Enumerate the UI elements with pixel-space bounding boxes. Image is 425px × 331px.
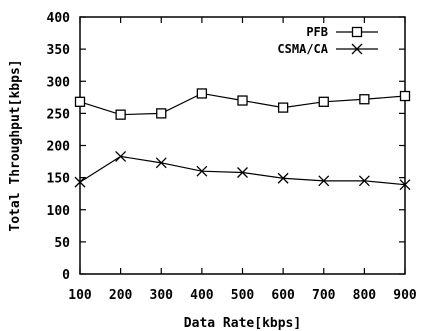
legend-marker-pfb [351,26,363,38]
series-pfb [74,88,411,120]
y-tick-label: 250 [47,107,71,122]
x-tick-label: 400 [190,288,214,303]
y-tick-label: 300 [47,75,71,90]
y-tick-label: 200 [47,140,71,155]
x-axis-label: Data Rate[kbps] [184,316,301,331]
data-point-csma-ca [237,167,248,178]
data-point-pfb [74,96,86,107]
data-point-csma-ca [155,157,167,169]
data-point-pfb [277,102,289,113]
y-tick-label: 0 [62,268,70,283]
y-axis-label: Total Throughput[kbps] [8,59,23,231]
x-tick-label: 800 [353,288,377,303]
data-point-pfb [237,95,248,106]
data-point-csma-ca [358,175,370,187]
y-tick-label: 350 [47,43,71,58]
x-tick-label: 200 [109,288,133,303]
data-point-pfb [399,90,411,102]
legend-label-pfb: PFB [306,25,328,39]
x-tick-label: 100 [68,288,92,303]
legend-label-csma-ca: CSMA/CA [277,42,328,56]
data-point-csma-ca [277,172,289,184]
series-layer [74,88,411,191]
y-tick-label: 100 [47,204,71,219]
data-point-pfb [196,88,208,99]
series-csma-ca [74,150,411,191]
y-tick-label: 150 [47,172,71,187]
y-tick-label: 50 [54,236,70,251]
x-axis: 100 200 300 400 500 600 700 800 900 [68,17,417,303]
x-tick-label: 900 [393,288,417,303]
data-point-csma-ca [318,175,330,187]
data-point-csma-ca [399,179,411,191]
data-point-csma-ca [74,176,86,188]
data-point-pfb [359,94,370,105]
x-tick-label: 700 [312,288,336,303]
data-point-csma-ca [115,150,127,162]
data-point-csma-ca [196,165,208,177]
y-tick-label: 400 [47,11,71,26]
y-axis: 0 50 100 150 200 250 300 350 400 [47,11,405,283]
data-point-pfb [156,108,167,119]
x-tick-label: 300 [150,288,174,303]
series-line-csma-ca [79,155,406,186]
plot-frame [79,16,406,275]
legend: PFB CSMA/CA [277,25,378,56]
x-tick-label: 600 [271,288,295,303]
data-point-pfb [318,96,329,107]
legend-marker-csma-ca [351,43,363,55]
data-point-pfb [115,109,126,120]
x-tick-label: 500 [231,288,255,303]
